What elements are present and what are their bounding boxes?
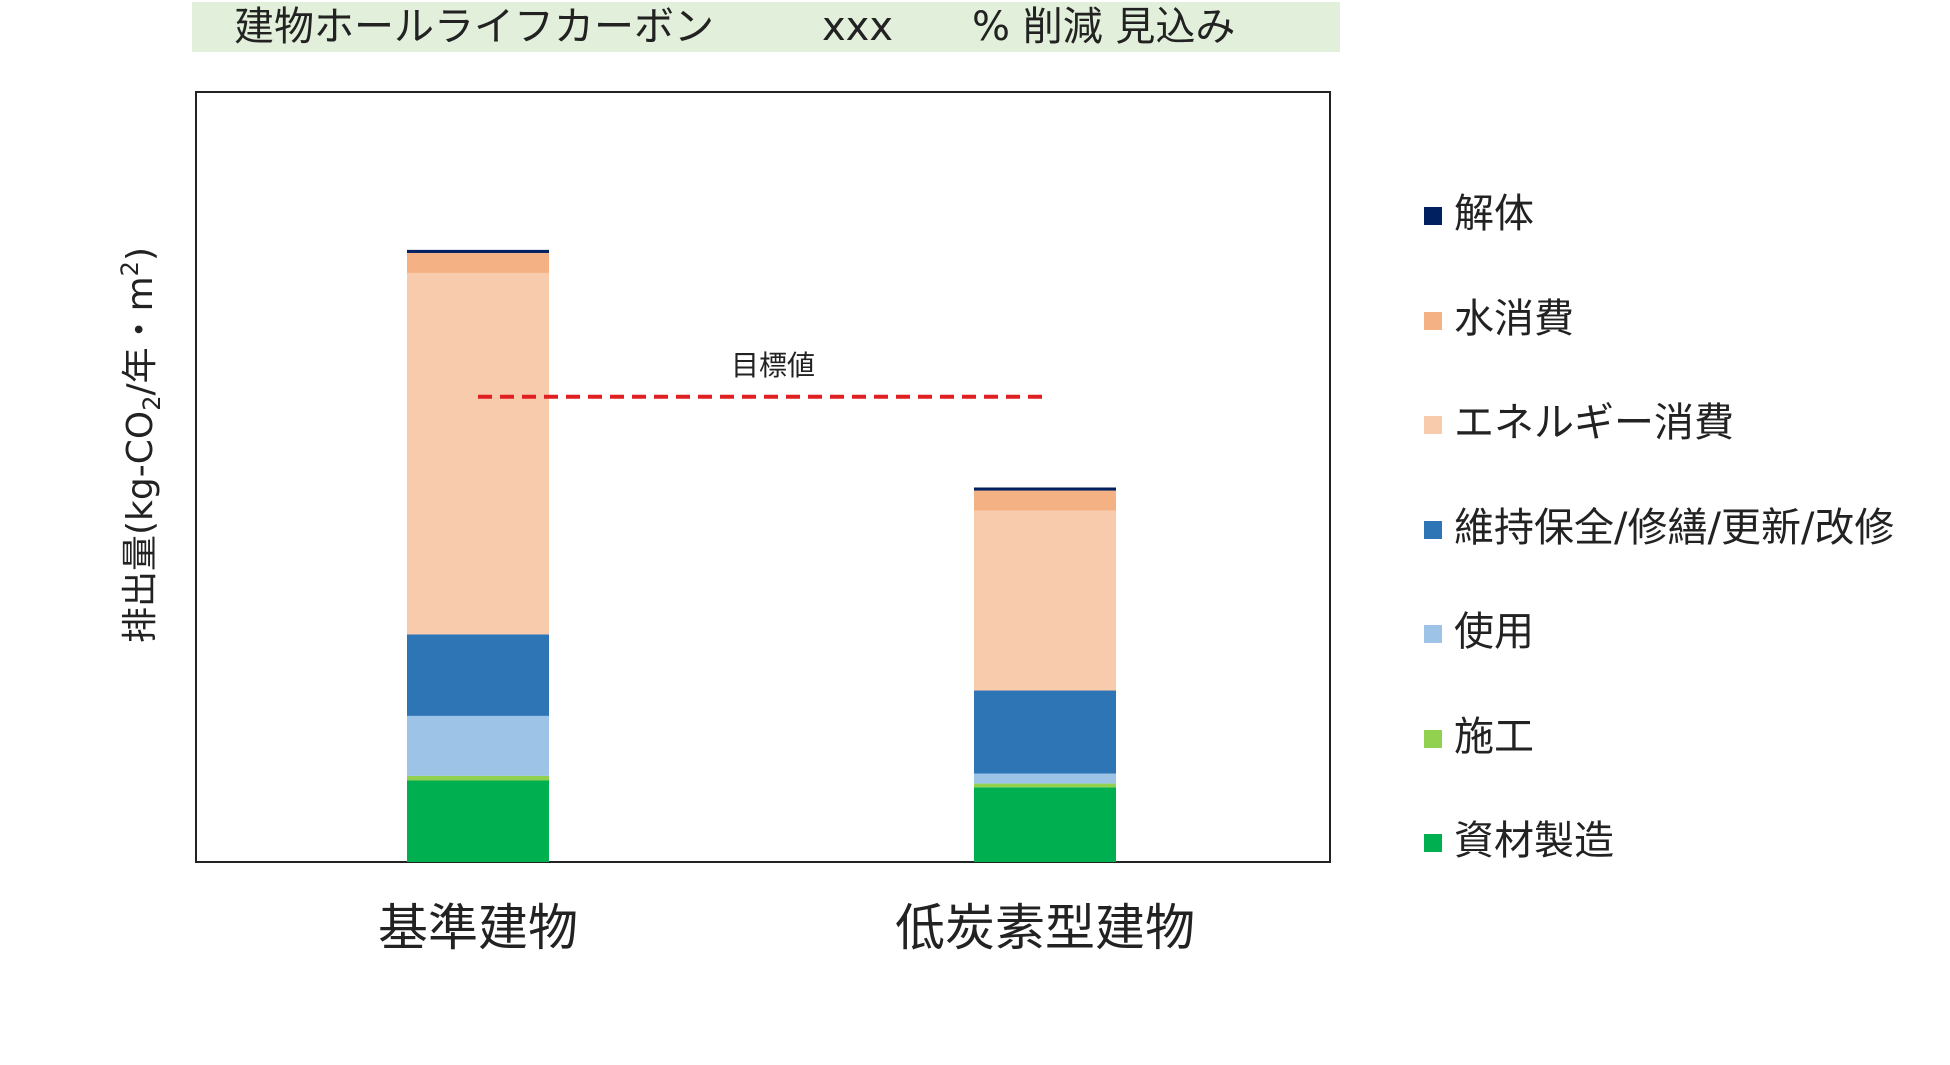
legend-swatch bbox=[1424, 520, 1442, 539]
x-tick-label: 低炭素型建物 bbox=[895, 899, 1195, 957]
y-axis-label: 排出量(kg-CO2/年・m2) bbox=[116, 247, 166, 643]
legend-label: 維持保全/修繕/更新/改修 bbox=[1454, 504, 1895, 551]
y-axis-label-end: ) bbox=[120, 247, 161, 261]
legend-label: 使用 bbox=[1454, 609, 1534, 655]
bar-segment-lowcarbon-5 bbox=[974, 490, 1116, 511]
plot-area bbox=[195, 91, 1331, 863]
legend-swatch bbox=[1424, 834, 1442, 852]
legend-swatch bbox=[1424, 416, 1442, 434]
bar-segment-baseline-2 bbox=[407, 715, 549, 776]
legend-swatch bbox=[1424, 625, 1442, 643]
bar-segment-baseline-6 bbox=[407, 249, 549, 253]
bar-segment-lowcarbon-6 bbox=[974, 487, 1116, 491]
legend-label: エネルギー消費 bbox=[1454, 400, 1734, 446]
bar-segment-lowcarbon-2 bbox=[974, 773, 1116, 784]
title-banner: 建物ホールライフカーボン xxx % 削減 見込み bbox=[192, 2, 1340, 52]
y-axis-label-main: 排出量(kg-CO bbox=[120, 411, 161, 643]
legend-label: 資材製造 bbox=[1454, 818, 1614, 864]
bar-segment-lowcarbon-3 bbox=[974, 690, 1116, 774]
title-suffix: % 削減 見込み bbox=[972, 4, 1236, 50]
y-axis-label-mid: /年・m bbox=[120, 276, 161, 395]
title-main: 建物ホールライフカーボン bbox=[234, 4, 714, 50]
target-label: 目標値 bbox=[731, 349, 815, 382]
legend-swatch bbox=[1424, 729, 1442, 748]
bar-segment-baseline-3 bbox=[407, 634, 549, 716]
bar-segment-lowcarbon-4 bbox=[974, 510, 1116, 691]
legend-label: 水消費 bbox=[1454, 295, 1574, 342]
x-tick-label: 基準建物 bbox=[378, 899, 578, 957]
y-axis-label-sup: 2 bbox=[116, 261, 144, 276]
legend-swatch bbox=[1424, 207, 1442, 225]
bar-segment-lowcarbon-1 bbox=[974, 783, 1116, 788]
bar-segment-baseline-0 bbox=[407, 780, 549, 862]
legend-label: 解体 bbox=[1454, 191, 1534, 237]
title-value: xxx bbox=[822, 4, 894, 50]
bars-group bbox=[407, 249, 1116, 862]
bar-segment-baseline-5 bbox=[407, 252, 549, 273]
legend-label: 施工 bbox=[1454, 713, 1534, 760]
bar-segment-baseline-1 bbox=[407, 775, 549, 781]
bar-segment-lowcarbon-0 bbox=[974, 787, 1116, 862]
bar-segment-baseline-4 bbox=[407, 272, 549, 635]
legend-swatch bbox=[1424, 311, 1442, 330]
y-axis-label-sub: 2 bbox=[138, 396, 166, 411]
